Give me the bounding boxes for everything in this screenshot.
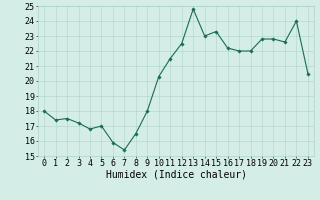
X-axis label: Humidex (Indice chaleur): Humidex (Indice chaleur) bbox=[106, 170, 246, 180]
